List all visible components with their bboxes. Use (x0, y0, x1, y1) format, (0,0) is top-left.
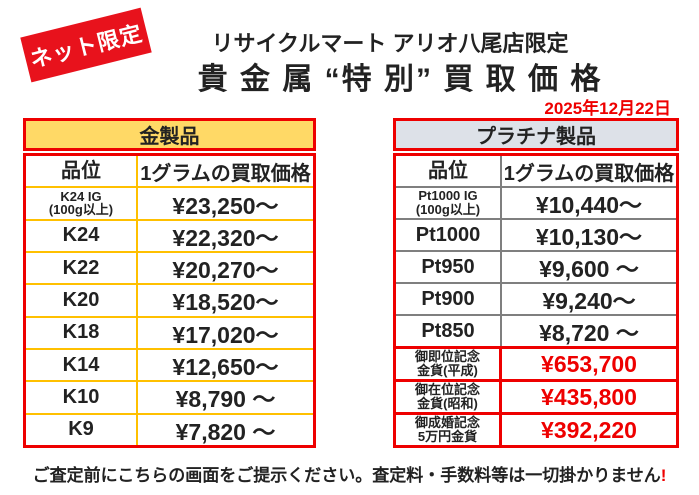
gold-table-header: 金製品 (23, 118, 316, 151)
item-grade-main: K18 (62, 321, 100, 344)
gold-column-header-row: 品位 1グラムの買取価格 (26, 156, 313, 187)
gold-price-table: 金製品 品位 1グラムの買取価格 K24 IG (100g以上) ¥23,250… (23, 118, 316, 448)
column-header-grade: 品位 (396, 156, 502, 186)
item-price: ¥23,250～ (172, 192, 279, 219)
item-price: ¥10,440～ (535, 192, 643, 218)
item-grade-main: Pt1000 IG (418, 188, 478, 204)
item-grade: 御即位記念 金貨(平成) (396, 349, 502, 379)
item-price: ¥7,820 ～ (175, 418, 276, 445)
item-grade-main: Pt900 (421, 287, 475, 310)
column-header-price: 1グラムの買取価格 (140, 162, 311, 185)
item-price: ¥10,130～ (535, 224, 643, 250)
item-grade-main: K24 (62, 224, 100, 247)
table-row: K14 ¥12,650～ (26, 347, 313, 381)
item-grade-main: K24 IG (60, 188, 102, 204)
item-grade: K24 (26, 220, 138, 251)
item-price: ¥9,240～ (542, 288, 636, 314)
column-header-price: 1グラムの買取価格 (503, 162, 675, 185)
store-title: リサイクルマート アリオ八尾店限定 (211, 31, 569, 56)
item-price: ¥22,320～ (172, 224, 279, 251)
item-grade: K22 (26, 252, 138, 284)
item-label-line2: 5万円金貨 (417, 429, 478, 444)
table-row-commemorative: 御即位記念 金貨(平成) ¥653,700 (396, 346, 676, 379)
item-grade: Pt1000 (396, 220, 502, 250)
item-label-line1: 御即位記念 (414, 349, 480, 365)
table-row: Pt1000 ¥10,130～ (396, 218, 676, 250)
price-date: 2025年12月22日 (544, 99, 671, 118)
item-price: ¥653,700 (541, 350, 637, 377)
footer-note: ご査定前にこちらの画面をご提示ください。査定料・手数料等は一切掛かりません! (0, 461, 699, 486)
table-row: K22 ¥20,270～ (26, 250, 313, 284)
table-row: Pt900 ¥9,240～ (396, 282, 676, 314)
table-row-commemorative: 御成婚記念 5万円金貨 ¥392,220 (396, 412, 676, 445)
item-grade: Pt900 (396, 284, 502, 314)
table-row: Pt850 ¥8,720 ～ (396, 314, 676, 346)
item-grade: Pt1000 IG (100g以上) (396, 188, 502, 218)
table-row-commemorative: 御在位記念 金貨(昭和) ¥435,800 (396, 379, 676, 412)
item-price: ¥12,650～ (172, 354, 279, 381)
table-row: K9 ¥7,820 ～ (26, 412, 313, 445)
item-grade: K20 (26, 285, 138, 316)
item-grade-main: Pt850 (421, 319, 475, 342)
item-grade-main: K20 (62, 288, 100, 311)
item-price: ¥9,600 ～ (539, 256, 639, 282)
table-row: K24 IG (100g以上) ¥23,250～ (26, 186, 313, 219)
page-title: 貴 金 属 “特 別” 買 取 価 格 (197, 63, 603, 96)
item-price: ¥17,020～ (172, 321, 279, 348)
item-price: ¥20,270～ (172, 257, 279, 284)
item-price: ¥435,800 (541, 383, 637, 410)
item-grade-main: K10 (62, 385, 100, 408)
footer-note-emphasis: ! (660, 466, 667, 485)
item-grade-main: Pt1000 (415, 223, 481, 246)
table-row: K20 ¥18,520～ (26, 283, 313, 316)
platinum-table-body: 品位 1グラムの買取価格 Pt1000 IG (100g以上) ¥10,440～… (393, 153, 679, 448)
item-grade-main: K22 (62, 256, 100, 279)
item-grade: K10 (26, 382, 138, 413)
item-price: ¥18,520～ (172, 289, 279, 316)
item-grade-sub: (100g以上) (48, 202, 114, 218)
item-grade: Pt950 (396, 252, 502, 282)
item-label-line1: 御成婚記念 (414, 415, 480, 431)
platinum-price-table: プラチナ製品 品位 1グラムの買取価格 Pt1000 IG (100g以上) ¥… (393, 118, 679, 448)
item-price: ¥392,220 (541, 416, 637, 443)
item-grade: K9 (26, 414, 138, 445)
item-grade: K18 (26, 317, 138, 348)
table-row: Pt950 ¥9,600 ～ (396, 250, 676, 282)
item-label-line2: 金貨(昭和) (417, 396, 478, 411)
item-grade: 御成婚記念 5万円金貨 (396, 415, 502, 445)
table-row: Pt1000 IG (100g以上) ¥10,440～ (396, 186, 676, 218)
item-grade-main: K9 (68, 418, 94, 441)
item-label-line2: 金貨(平成) (417, 363, 478, 378)
item-grade-main: Pt950 (421, 255, 475, 278)
gold-table-body: 品位 1グラムの買取価格 K24 IG (100g以上) ¥23,250～ K2… (23, 153, 316, 448)
item-grade: K14 (26, 349, 138, 381)
footer-note-text: ご査定前にこちらの画面をご提示ください。査定料・手数料等は一切掛かりません (32, 466, 661, 485)
table-row: K10 ¥8,790 ～ (26, 380, 313, 413)
item-label-line1: 御在位記念 (414, 382, 480, 398)
column-header-grade: 品位 (26, 156, 138, 187)
item-grade: 御在位記念 金貨(昭和) (396, 382, 502, 412)
item-price: ¥8,790 ～ (175, 386, 276, 413)
item-grade: Pt850 (396, 316, 502, 346)
platinum-column-header-row: 品位 1グラムの買取価格 (396, 156, 676, 186)
item-grade-sub: (100g以上) (415, 202, 481, 217)
platinum-table-header: プラチナ製品 (393, 118, 679, 151)
item-grade: K24 IG (100g以上) (26, 188, 138, 219)
table-row: K18 ¥17,020～ (26, 315, 313, 348)
item-grade-main: K14 (62, 353, 100, 376)
table-row: K24 ¥22,320～ (26, 218, 313, 251)
item-price: ¥8,720 ～ (539, 320, 639, 346)
